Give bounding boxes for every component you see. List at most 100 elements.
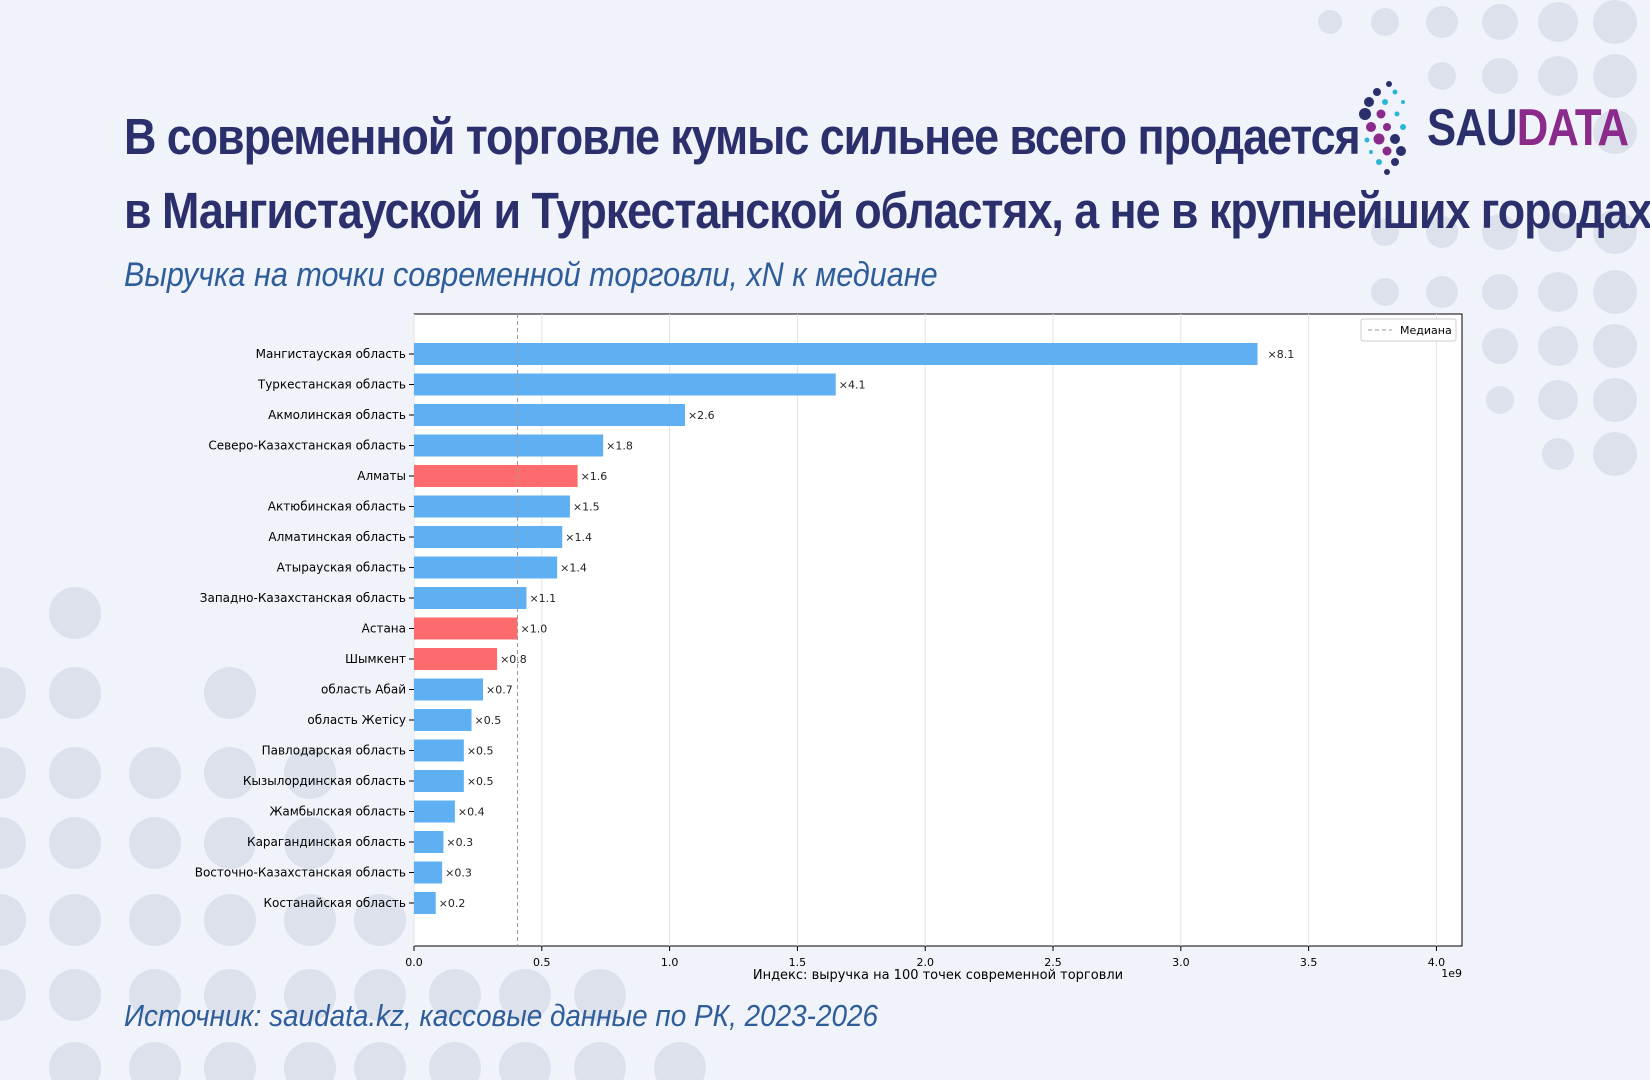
decor-dot bbox=[1371, 218, 1399, 246]
category-label: Костанайская область bbox=[264, 896, 406, 910]
value-label: ×0.5 bbox=[467, 745, 494, 758]
x-tick-label: 3.5 bbox=[1300, 956, 1318, 969]
value-label: ×0.7 bbox=[486, 684, 513, 697]
legend: Медиана bbox=[1360, 318, 1457, 342]
decor-dot bbox=[1426, 6, 1458, 38]
decor-dot bbox=[129, 747, 181, 799]
x-tick-label: 3.0 bbox=[1172, 956, 1190, 969]
bar bbox=[414, 465, 578, 487]
decor-dot bbox=[284, 969, 336, 1021]
title-line-2: в Мангистауской и Туркестанской областях… bbox=[124, 182, 1650, 239]
x-axis-ticks: 0.0 0.5 1.0 1.5 2.0 2.5 3.0 3.5 4.0 bbox=[405, 946, 1445, 969]
page-title: В современной торговле кумыс сильнее все… bbox=[124, 100, 1650, 248]
decor-dot bbox=[129, 969, 181, 1021]
category-label: Карагандинская область bbox=[247, 835, 406, 849]
decor-dot bbox=[499, 969, 551, 1021]
decor-dot bbox=[1538, 2, 1578, 42]
bar bbox=[414, 678, 484, 701]
decor-dot bbox=[0, 747, 26, 799]
decor-dot bbox=[1318, 10, 1342, 34]
bar bbox=[414, 343, 1258, 365]
decor-dot bbox=[1482, 58, 1518, 94]
decor-dot bbox=[1371, 278, 1399, 306]
bar bbox=[414, 648, 498, 670]
bar bbox=[414, 495, 570, 518]
decor-dot bbox=[1538, 56, 1578, 96]
decor-dot bbox=[204, 1042, 256, 1080]
value-label: ×0.5 bbox=[475, 714, 502, 727]
decor-dot bbox=[1482, 4, 1518, 40]
decor-dot bbox=[1593, 110, 1637, 154]
x-tick-label: 1.0 bbox=[661, 956, 679, 969]
category-label: Алматы bbox=[357, 469, 406, 483]
value-label: ×0.5 bbox=[467, 775, 494, 788]
decor-dot bbox=[204, 667, 256, 719]
decor-dot bbox=[354, 894, 406, 946]
source-note: Источник: saudata.kz, кассовые данные по… bbox=[124, 998, 879, 1033]
value-label: ×8.1 bbox=[1268, 348, 1295, 361]
x-axis-scale-label: 1e9 bbox=[1441, 967, 1462, 980]
decor-dot bbox=[1538, 380, 1578, 420]
bar bbox=[414, 404, 685, 426]
decor-dot bbox=[284, 817, 336, 869]
decor-dot bbox=[0, 969, 26, 1021]
decor-dot bbox=[49, 817, 101, 869]
decor-dot bbox=[284, 747, 336, 799]
legend-box bbox=[1360, 318, 1457, 342]
bars bbox=[414, 343, 1258, 914]
decor-dot bbox=[1538, 272, 1578, 312]
category-label: Астана bbox=[362, 622, 406, 636]
value-label: ×2.6 bbox=[688, 409, 715, 422]
category-label: Западно-Казахстанская область bbox=[200, 591, 406, 605]
x-tick-label: 4.0 bbox=[1428, 956, 1446, 969]
logo-mark-icon bbox=[1359, 81, 1406, 175]
decor-dot bbox=[1593, 210, 1637, 254]
decor-dot bbox=[429, 969, 481, 1021]
decor-dot bbox=[1593, 270, 1637, 314]
value-label: ×1.4 bbox=[560, 562, 587, 575]
decor-dot bbox=[49, 587, 101, 639]
decor-dot bbox=[1593, 432, 1637, 476]
value-label: ×1.1 bbox=[529, 592, 556, 605]
x-tick-label: 0.5 bbox=[533, 956, 551, 969]
chart-subtitle: Выручка на точки современной торговли, x… bbox=[124, 256, 938, 294]
bar bbox=[414, 831, 444, 853]
decor-dot bbox=[129, 894, 181, 946]
category-label: Актюбинская область bbox=[268, 500, 406, 514]
decor-dot bbox=[129, 1042, 181, 1080]
value-label: ×1.5 bbox=[573, 501, 600, 514]
category-label: область Жетісу bbox=[307, 713, 406, 727]
category-label: Алматинская область bbox=[268, 530, 406, 544]
value-label: ×1.4 bbox=[565, 531, 592, 544]
x-tick-label: 1.5 bbox=[789, 956, 807, 969]
decor-dot bbox=[354, 1042, 406, 1080]
value-label: ×0.2 bbox=[439, 897, 466, 910]
decor-dot bbox=[429, 1042, 481, 1080]
x-tick-label: 2.0 bbox=[916, 956, 934, 969]
decor-dot bbox=[204, 817, 256, 869]
decor-dot bbox=[1482, 328, 1518, 364]
x-tick-label: 2.5 bbox=[1044, 956, 1062, 969]
bar bbox=[414, 800, 455, 823]
category-label: Северо-Казахстанская область bbox=[208, 439, 406, 453]
decor-dot bbox=[1538, 326, 1578, 366]
decor-dot bbox=[1486, 386, 1514, 414]
category-label: Жамбылская область bbox=[269, 805, 406, 819]
decor-dot bbox=[1593, 324, 1637, 368]
bar bbox=[414, 373, 836, 396]
category-label: Туркестанская область bbox=[257, 378, 406, 392]
bar bbox=[414, 617, 518, 640]
decor-dot bbox=[129, 817, 181, 869]
value-label: ×4.1 bbox=[839, 379, 866, 392]
value-label: ×0.3 bbox=[445, 867, 472, 880]
value-label: ×1.0 bbox=[521, 623, 548, 636]
decor-dot bbox=[0, 817, 26, 869]
decor-dot bbox=[284, 1042, 336, 1080]
decor-dot bbox=[284, 894, 336, 946]
category-label: Кызылординская область bbox=[243, 774, 406, 788]
decor-dot bbox=[1542, 438, 1574, 470]
decor-dot bbox=[1371, 8, 1399, 36]
legend-median-label: Медиана bbox=[1400, 324, 1452, 337]
value-label: ×1.6 bbox=[581, 470, 608, 483]
decor-dot bbox=[574, 1042, 626, 1080]
